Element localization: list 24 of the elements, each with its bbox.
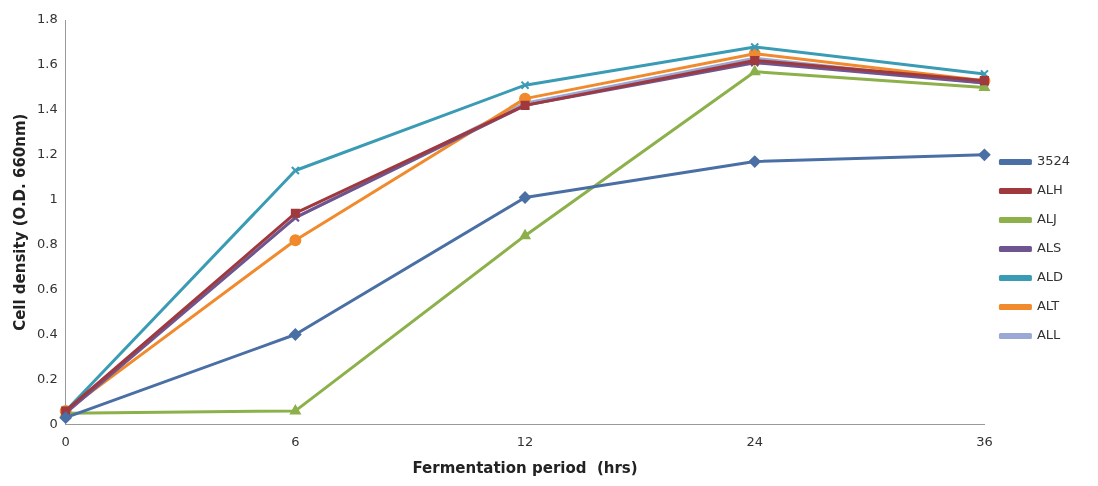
y-tick-label: 0.6 xyxy=(36,280,58,296)
legend-label: ALT xyxy=(1036,298,1060,314)
x-tick-label: 24 xyxy=(746,433,763,449)
x-tick-label: 36 xyxy=(976,433,993,449)
x-tick-label: 0 xyxy=(61,433,70,449)
legend-label: 3524 xyxy=(1036,153,1071,169)
legend-label: ALH xyxy=(1036,182,1063,198)
x-tick-label: 6 xyxy=(291,433,300,449)
x-axis-title: Fermentation period (hrs) xyxy=(412,458,638,477)
y-tick-label: 0.4 xyxy=(36,325,58,341)
y-tick-label: 0.2 xyxy=(36,370,58,386)
y-tick-label: 1.2 xyxy=(36,146,58,162)
y-tick-label: 1.8 xyxy=(36,11,58,27)
legend-label: ALS xyxy=(1036,240,1062,256)
x-tick-label: 12 xyxy=(516,433,534,449)
y-tick-label: 1.6 xyxy=(36,56,58,72)
legend-label: ALJ xyxy=(1036,211,1057,227)
y-axis-title: Cell density (O.D. 660nm) xyxy=(10,113,29,331)
legend-label: ALD xyxy=(1036,269,1064,285)
y-tick-label: 1 xyxy=(49,191,58,207)
y-tick-label: 0 xyxy=(49,415,58,431)
y-tick-label: 1.4 xyxy=(36,101,58,117)
legend-label: ALL xyxy=(1036,327,1062,343)
y-tick-label: 0.8 xyxy=(36,236,58,252)
